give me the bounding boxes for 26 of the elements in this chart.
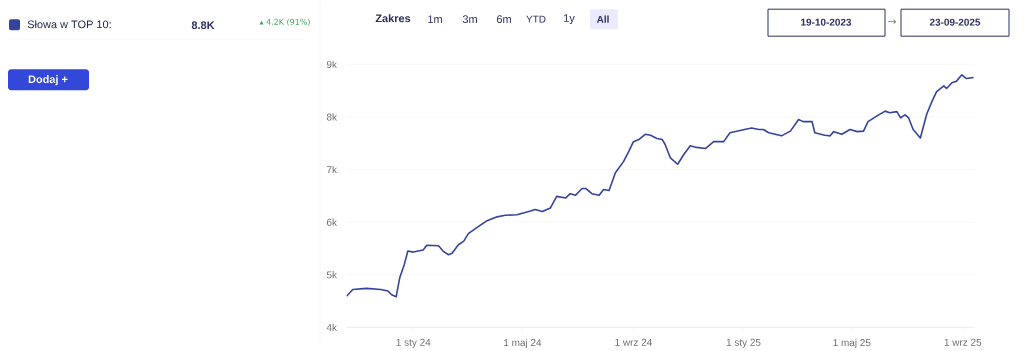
x-tick-label: 1 wrz 25 [944, 338, 982, 346]
y-tick-label: 5k [326, 270, 337, 279]
text: 19-10-2023 [801, 18, 852, 26]
text: 3m [462, 15, 477, 23]
x-tick-label: 1 maj 24 [504, 338, 542, 348]
x-tick-label: 1 sty 25 [726, 338, 761, 348]
y-tick-label: 7k [326, 165, 337, 173]
text: Zakres [375, 13, 411, 22]
text: 6m [496, 15, 511, 23]
x-tick-label: 1 sty 24 [396, 338, 431, 348]
y-tick-label: 8k [326, 113, 337, 121]
text: 23-09-2025 [929, 18, 981, 26]
line-series [346, 73, 975, 298]
text: 1m [428, 15, 442, 23]
y-tick-label: 9k [326, 60, 337, 68]
text: All [596, 15, 609, 23]
text: → [888, 19, 897, 24]
x-tick-label: 1 wrz 24 [615, 338, 652, 346]
y-tick-label: 6k [326, 218, 337, 226]
legend-label: Słowa w TOP 10: [27, 19, 111, 28]
text: Dodaj + [28, 74, 68, 86]
x-tick-label: 1 maj 25 [833, 338, 871, 348]
y-tick-label: 4k [326, 323, 337, 331]
text: 8.8K [191, 21, 215, 29]
text: YTD [526, 15, 546, 23]
text: 1y [564, 14, 575, 24]
